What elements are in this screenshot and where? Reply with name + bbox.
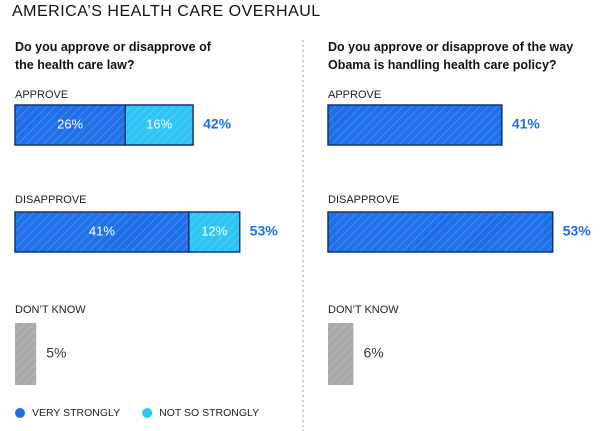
legend-swatch <box>142 408 153 418</box>
panel-title: Do you approve or disapprove of the way … <box>328 40 574 72</box>
main-title: AMERICA’S HEALTH CARE OVERHAUL <box>12 3 321 20</box>
total-label: 41% <box>512 116 541 132</box>
bar <box>328 323 354 385</box>
total-label: 53% <box>250 223 279 239</box>
legend-label: VERY STRONGLY <box>32 407 120 419</box>
category-label: DISAPPROVE <box>15 194 87 206</box>
category-label: APPROVE <box>328 89 381 101</box>
legend-swatch <box>15 408 25 418</box>
panel-title: Do you approve or disapprove of the heal… <box>15 40 211 72</box>
total-label: 53% <box>563 223 592 239</box>
value-label: 12% <box>201 223 227 238</box>
bar <box>124 104 194 146</box>
category-label: DISAPPROVE <box>328 194 400 206</box>
bar <box>327 104 503 146</box>
legend-label: NOT SO STRONGLY <box>159 407 259 419</box>
bar <box>15 323 37 385</box>
category-label: DON’T KNOW <box>328 304 399 316</box>
bar <box>188 211 241 253</box>
value-label: 41% <box>89 223 115 238</box>
value-label: 16% <box>146 116 172 131</box>
category-label: APPROVE <box>15 89 68 101</box>
value-label: 26% <box>57 116 83 131</box>
value-label: 5% <box>46 345 66 361</box>
bar <box>14 104 126 146</box>
category-label: DON’T KNOW <box>15 304 86 316</box>
bar <box>327 211 554 253</box>
total-label: 42% <box>203 116 232 132</box>
value-label: 6% <box>363 345 383 361</box>
